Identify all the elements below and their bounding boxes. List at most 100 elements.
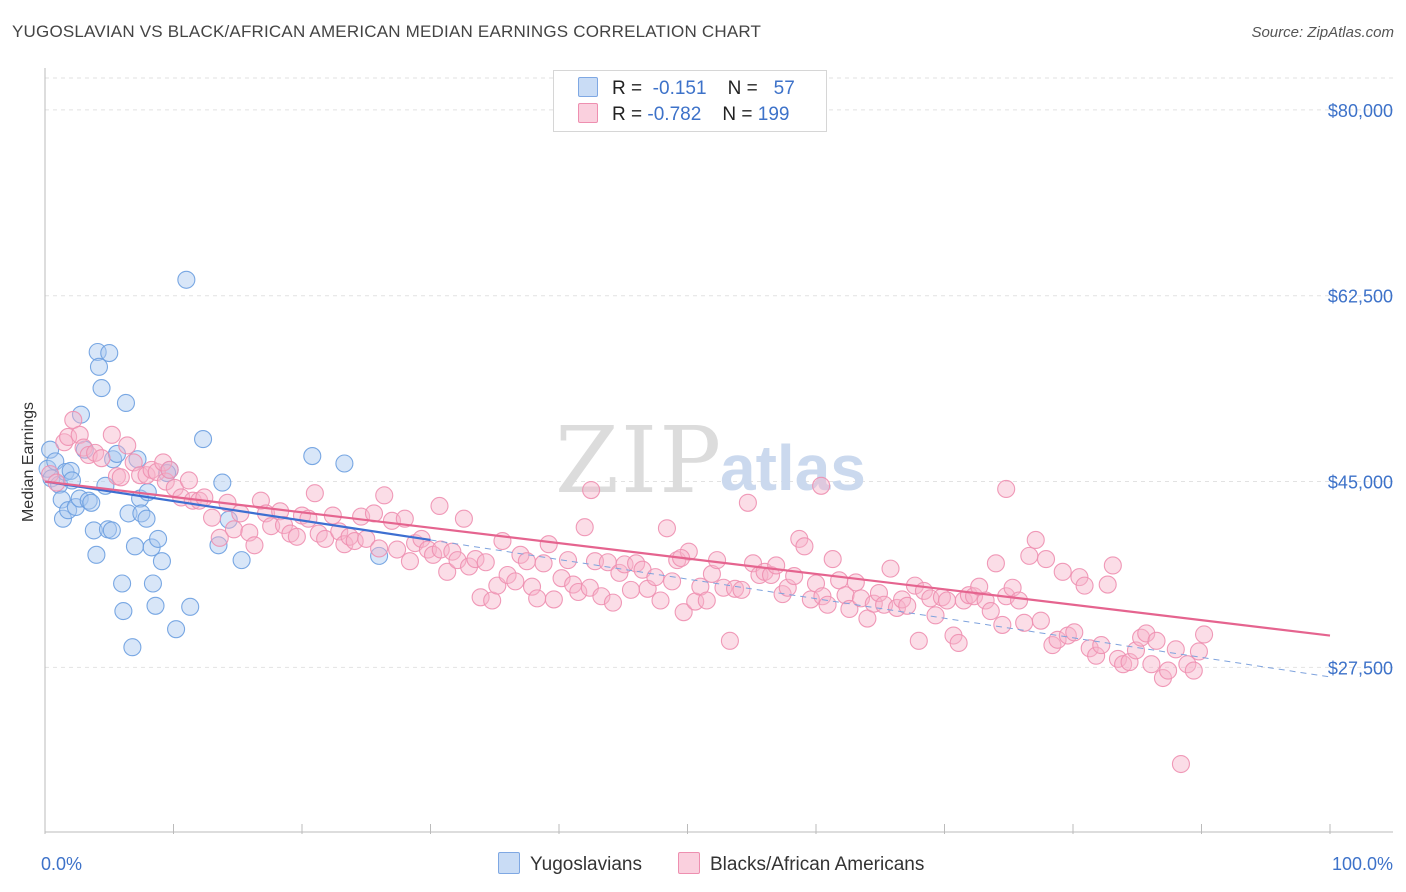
black-african-american-point[interactable]: [395, 509, 414, 528]
yugoslavian-point[interactable]: [194, 430, 213, 449]
black-african-american-point[interactable]: [1015, 613, 1034, 632]
black-african-american-point[interactable]: [767, 556, 786, 575]
black-african-american-point[interactable]: [156, 472, 175, 491]
black-african-american-point[interactable]: [1147, 631, 1166, 650]
black-african-american-point[interactable]: [137, 466, 156, 485]
black-african-american-point[interactable]: [1159, 661, 1178, 680]
black-african-american-point[interactable]: [203, 508, 222, 527]
black-african-american-point[interactable]: [1020, 546, 1039, 565]
black-african-american-point[interactable]: [454, 509, 473, 528]
black-african-american-point[interactable]: [818, 595, 837, 614]
black-african-american-point[interactable]: [154, 453, 173, 472]
black-african-american-point[interactable]: [345, 531, 364, 551]
yugoslavian-point[interactable]: [149, 529, 168, 548]
black-african-american-point[interactable]: [651, 591, 670, 610]
yugoslavian-point[interactable]: [167, 620, 186, 639]
black-african-american-point[interactable]: [1048, 630, 1067, 649]
black-african-american-point[interactable]: [898, 596, 917, 615]
black-african-american-point[interactable]: [466, 550, 485, 569]
black-african-american-point[interactable]: [388, 540, 407, 559]
black-african-american-point[interactable]: [1075, 576, 1094, 595]
black-african-american-point[interactable]: [539, 535, 558, 554]
black-african-american-point[interactable]: [1026, 530, 1045, 550]
black-african-american-point[interactable]: [305, 484, 324, 503]
yugoslavian-point[interactable]: [119, 504, 138, 523]
yugoslavian-point[interactable]: [146, 596, 165, 615]
black-african-american-point[interactable]: [224, 520, 243, 539]
black-african-american-point[interactable]: [1189, 642, 1208, 661]
black-african-american-point[interactable]: [603, 593, 623, 612]
yugoslavian-point[interactable]: [116, 393, 136, 413]
black-african-american-point[interactable]: [1137, 624, 1156, 643]
black-african-american-point[interactable]: [976, 591, 995, 610]
yugoslavian-point[interactable]: [89, 357, 109, 376]
yugoslavian-point[interactable]: [61, 461, 80, 480]
black-african-american-point[interactable]: [657, 519, 676, 538]
black-african-american-point[interactable]: [938, 591, 957, 610]
black-african-american-point[interactable]: [1080, 639, 1099, 658]
yugoslavian-point[interactable]: [143, 574, 162, 593]
black-african-american-point[interactable]: [1087, 646, 1106, 665]
legend-item-blacks[interactable]: Blacks/African Americans: [678, 852, 924, 876]
black-african-american-point[interactable]: [1171, 754, 1190, 774]
yugoslavian-point[interactable]: [82, 493, 101, 512]
yugoslavian-point[interactable]: [335, 454, 354, 473]
black-african-american-point[interactable]: [663, 572, 682, 591]
black-african-american-point[interactable]: [836, 586, 855, 605]
black-african-american-point[interactable]: [179, 471, 198, 490]
black-african-american-point[interactable]: [997, 479, 1016, 499]
yugoslavian-point[interactable]: [52, 490, 71, 509]
black-african-american-point[interactable]: [1114, 655, 1133, 674]
black-african-american-point[interactable]: [400, 552, 419, 571]
black-african-american-point[interactable]: [1031, 611, 1050, 630]
black-african-american-point[interactable]: [725, 579, 745, 598]
black-african-american-point[interactable]: [231, 504, 250, 523]
black-african-american-point[interactable]: [674, 603, 693, 622]
black-african-american-point[interactable]: [621, 580, 641, 599]
yugoslavian-point[interactable]: [113, 574, 132, 593]
black-african-american-point[interactable]: [118, 436, 137, 455]
black-african-american-point[interactable]: [823, 550, 842, 569]
black-african-american-point[interactable]: [506, 572, 525, 591]
black-african-american-point[interactable]: [448, 551, 467, 570]
black-african-american-point[interactable]: [92, 449, 111, 468]
black-african-american-point[interactable]: [986, 554, 1005, 573]
black-african-american-point[interactable]: [708, 551, 727, 570]
yugoslavian-point[interactable]: [132, 504, 151, 523]
black-african-american-point[interactable]: [778, 578, 797, 597]
yugoslavian-point[interactable]: [209, 536, 228, 555]
yugoslavian-point[interactable]: [303, 447, 322, 466]
black-african-american-point[interactable]: [840, 599, 859, 619]
black-african-american-point[interactable]: [1120, 653, 1139, 672]
black-african-american-point[interactable]: [592, 587, 611, 606]
black-african-american-point[interactable]: [993, 615, 1012, 634]
black-african-american-point[interactable]: [881, 559, 900, 578]
yugoslavian-point[interactable]: [152, 552, 171, 571]
black-african-american-point[interactable]: [720, 631, 739, 650]
black-african-american-point[interactable]: [195, 488, 214, 507]
black-african-american-point[interactable]: [1103, 556, 1122, 575]
yugoslavian-point[interactable]: [41, 440, 60, 459]
black-african-american-point[interactable]: [1195, 625, 1214, 644]
black-african-american-point[interactable]: [610, 563, 629, 582]
yugoslavian-point[interactable]: [53, 509, 73, 528]
yugoslavian-point[interactable]: [87, 545, 106, 564]
black-african-american-point[interactable]: [1043, 636, 1062, 655]
black-african-american-point[interactable]: [558, 551, 578, 570]
yugoslavian-point[interactable]: [79, 491, 98, 510]
black-african-american-point[interactable]: [869, 584, 889, 603]
black-african-american-point[interactable]: [1098, 575, 1117, 594]
yugoslavian-point[interactable]: [123, 638, 142, 657]
black-african-american-point[interactable]: [702, 564, 721, 583]
black-african-american-point[interactable]: [430, 496, 449, 516]
black-african-american-point[interactable]: [738, 493, 757, 512]
black-african-american-point[interactable]: [575, 518, 594, 537]
black-african-american-point[interactable]: [459, 557, 479, 576]
black-african-american-point[interactable]: [528, 589, 547, 608]
black-african-american-point[interactable]: [552, 569, 571, 588]
yugoslavian-point[interactable]: [370, 546, 389, 565]
yugoslavian-point[interactable]: [177, 270, 196, 289]
black-african-american-point[interactable]: [375, 486, 394, 505]
black-african-american-point[interactable]: [949, 633, 968, 653]
black-african-american-point[interactable]: [476, 553, 495, 572]
